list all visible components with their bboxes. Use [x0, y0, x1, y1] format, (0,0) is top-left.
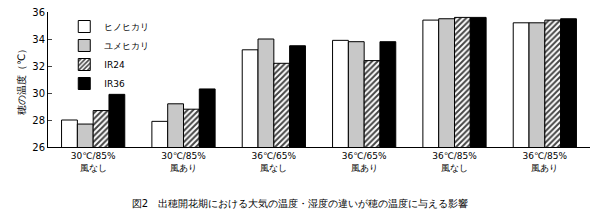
svg-text:図2 出穂開花期における大気の温度・湿度の違いが穂の温度に与: 図2 出穂開花期における大気の温度・湿度の違いが穂の温度に与える影響 — [132, 198, 468, 209]
svg-text:IR36: IR36 — [104, 79, 125, 89]
svg-text:30: 30 — [32, 88, 45, 99]
svg-text:32: 32 — [32, 61, 45, 72]
svg-text:36℃/65%風なし: 36℃/65%風なし — [252, 151, 297, 173]
svg-text:28: 28 — [32, 115, 45, 126]
svg-text:36℃/65%風あり: 36℃/65%風あり — [342, 151, 387, 173]
svg-text:36: 36 — [32, 7, 45, 18]
svg-text:IR24: IR24 — [104, 60, 125, 70]
svg-text:36℃/85%風なし: 36℃/85%風なし — [432, 151, 477, 173]
svg-text:30℃/85%風あり: 30℃/85%風あり — [161, 151, 206, 173]
svg-text:穂の温度（℃）: 穂の温度（℃） — [16, 44, 27, 115]
svg-text:26: 26 — [32, 142, 45, 153]
svg-text:34: 34 — [32, 34, 45, 45]
svg-text:ユメヒカリ: ユメヒカリ — [104, 41, 149, 51]
svg-text:36℃/85%風あり: 36℃/85%風あり — [523, 151, 568, 173]
svg-text:30℃/85%風なし: 30℃/85%風なし — [71, 151, 116, 173]
svg-text:ヒノヒカリ: ヒノヒカリ — [104, 22, 149, 32]
